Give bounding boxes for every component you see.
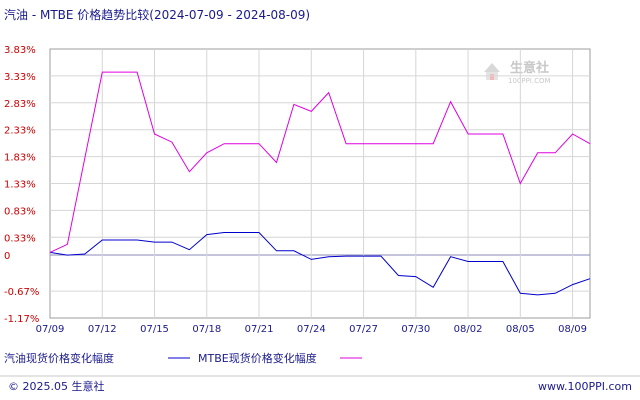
watermark-site: 100PPI.COM bbox=[508, 77, 551, 85]
x-tick-label: 07/21 bbox=[245, 324, 274, 335]
legend-label-mtbe: MTBE现货价格变化幅度 bbox=[198, 351, 317, 365]
y-tick-label: 3.83% bbox=[4, 45, 36, 56]
x-axis-ticks: 07/09 07/12 07/15 07/18 07/21 07/24 07/27 07/30… bbox=[36, 324, 587, 335]
x-tick-label: 07/24 bbox=[297, 324, 326, 335]
legend-label-gasoline: 汽油现货价格变化幅度 bbox=[4, 351, 114, 365]
x-tick-label: 07/12 bbox=[88, 324, 117, 335]
series-layer bbox=[49, 71, 591, 296]
x-tick-label: 07/18 bbox=[192, 324, 221, 335]
y-tick-label: 1.83% bbox=[4, 153, 36, 164]
y-tick-label: -0.67% bbox=[4, 287, 39, 298]
y-tick-label: 1.33% bbox=[4, 180, 36, 191]
x-tick-label: 07/27 bbox=[349, 324, 378, 335]
y-tick-label: 0 bbox=[4, 251, 10, 262]
x-tick-label: 08/05 bbox=[506, 324, 535, 335]
y-tick-label: 2.83% bbox=[4, 99, 36, 110]
y-tick-label: 0.33% bbox=[4, 233, 36, 244]
footer-url: www.100PPI.com bbox=[538, 380, 632, 393]
x-tick-label: 07/30 bbox=[401, 324, 430, 335]
grid-layer bbox=[50, 49, 590, 318]
series-line-mtbe bbox=[49, 71, 591, 253]
chart-title: 汽油 - MTBE 价格趋势比较(2024-07-09 - 2024-08-09… bbox=[4, 7, 310, 22]
series-line-gasoline bbox=[49, 232, 591, 296]
x-tick-label: 07/15 bbox=[140, 324, 169, 335]
x-tick-label: 08/02 bbox=[454, 324, 483, 335]
watermark-brand: 生意社 bbox=[510, 60, 549, 76]
x-tick-label: 07/09 bbox=[36, 324, 65, 335]
y-axis-ticks: 3.83% 3.33% 2.83% 2.33% 1.83% 1.33% 0.83% 0.33%… bbox=[4, 45, 39, 325]
x-tick-label: 08/09 bbox=[558, 324, 587, 335]
y-tick-label: 2.33% bbox=[4, 126, 36, 137]
y-tick-label: 3.33% bbox=[4, 72, 36, 83]
y-tick-label: -1.17% bbox=[4, 314, 39, 325]
house-icon bbox=[484, 63, 500, 72]
house-door-icon bbox=[490, 74, 494, 80]
legend: 汽油现货价格变化幅度 MTBE现货价格变化幅度 bbox=[4, 351, 362, 365]
y-tick-label: 0.83% bbox=[4, 206, 36, 217]
footer-copyright: © 2025.05 生意社 bbox=[8, 379, 104, 393]
